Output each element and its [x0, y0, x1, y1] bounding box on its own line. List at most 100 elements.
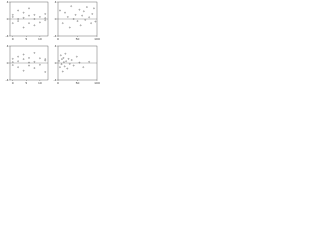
- point: [22, 26, 25, 29]
- y-tick-label: 0: [55, 61, 57, 65]
- point: [28, 14, 30, 17]
- point: [62, 57, 65, 59]
- x-tick-label: 100: [94, 81, 100, 85]
- point: [93, 7, 95, 10]
- point: [90, 22, 92, 24]
- point: [66, 67, 69, 70]
- point: [65, 60, 67, 63]
- x-tick-label: 0: [57, 37, 59, 41]
- point: [28, 7, 30, 10]
- y-tick-label: 4: [7, 0, 9, 4]
- point: [44, 17, 47, 19]
- point: [28, 64, 30, 67]
- point: [59, 54, 62, 57]
- point: [75, 55, 78, 58]
- point: [61, 58, 63, 60]
- x-tick-label: 10: [38, 37, 42, 41]
- point: [63, 65, 66, 68]
- point: [88, 60, 90, 63]
- point: [22, 53, 25, 56]
- point: [68, 26, 71, 29]
- point: [67, 58, 70, 60]
- point: [39, 57, 41, 60]
- x-tick-label: 100: [94, 37, 100, 41]
- point: [70, 59, 73, 61]
- point: [22, 69, 25, 72]
- x-tick-label: 0: [57, 81, 59, 85]
- point: [11, 22, 14, 24]
- y-tick-label: 4: [55, 0, 57, 4]
- point: [17, 60, 19, 63]
- x-tick-label: 5: [25, 37, 27, 41]
- point: [11, 61, 14, 63]
- point: [82, 66, 85, 69]
- point: [91, 13, 94, 15]
- point: [33, 13, 36, 16]
- y-tick-label: 4: [7, 44, 9, 48]
- x-tick-label: 50: [76, 81, 80, 85]
- point: [17, 18, 19, 20]
- point: [17, 20, 19, 22]
- point: [94, 20, 97, 23]
- point: [81, 14, 83, 17]
- point: [67, 16, 69, 18]
- point: [88, 16, 90, 19]
- point: [64, 52, 67, 55]
- point: [33, 24, 36, 27]
- point: [86, 6, 88, 8]
- point: [11, 13, 14, 16]
- point: [64, 11, 66, 14]
- point: [78, 8, 81, 11]
- x-tick-label: 5: [25, 81, 27, 85]
- y-tick-label: 0: [55, 17, 57, 21]
- point: [17, 9, 19, 12]
- y-tick-label: -4: [6, 34, 9, 38]
- point: [82, 10, 85, 13]
- x-tick-label: 0: [12, 37, 14, 41]
- point: [44, 71, 47, 73]
- point: [11, 16, 14, 18]
- point: [33, 60, 36, 63]
- y-tick-label: 4: [55, 44, 57, 48]
- point: [17, 66, 19, 69]
- y-tick-label: 0: [7, 17, 9, 21]
- point: [44, 59, 47, 62]
- point: [28, 22, 30, 24]
- point: [72, 18, 75, 20]
- point: [79, 24, 82, 27]
- point: [74, 13, 77, 16]
- point: [58, 60, 60, 62]
- point: [22, 11, 25, 14]
- x-tick-label: 0: [12, 81, 14, 85]
- point: [22, 58, 25, 60]
- point: [59, 66, 61, 69]
- point: [68, 63, 71, 65]
- y-tick-label: -4: [54, 34, 57, 38]
- point: [28, 61, 30, 64]
- point: [72, 64, 75, 67]
- point: [39, 63, 41, 66]
- point: [84, 19, 87, 21]
- point: [61, 22, 64, 24]
- point: [39, 21, 41, 24]
- point: [76, 20, 79, 22]
- point: [78, 61, 81, 64]
- point: [17, 55, 19, 58]
- point: [59, 9, 61, 12]
- point: [33, 18, 36, 20]
- x-tick-label: 10: [38, 81, 42, 85]
- point: [70, 5, 73, 8]
- point: [44, 19, 47, 22]
- point: [11, 58, 14, 60]
- point: [33, 52, 36, 54]
- point: [63, 61, 65, 63]
- point: [28, 57, 30, 59]
- point: [61, 70, 64, 73]
- point: [39, 16, 41, 18]
- point: [44, 13, 47, 15]
- y-tick-label: -4: [54, 78, 57, 82]
- point: [22, 16, 25, 19]
- point: [11, 64, 14, 66]
- point: [60, 63, 63, 66]
